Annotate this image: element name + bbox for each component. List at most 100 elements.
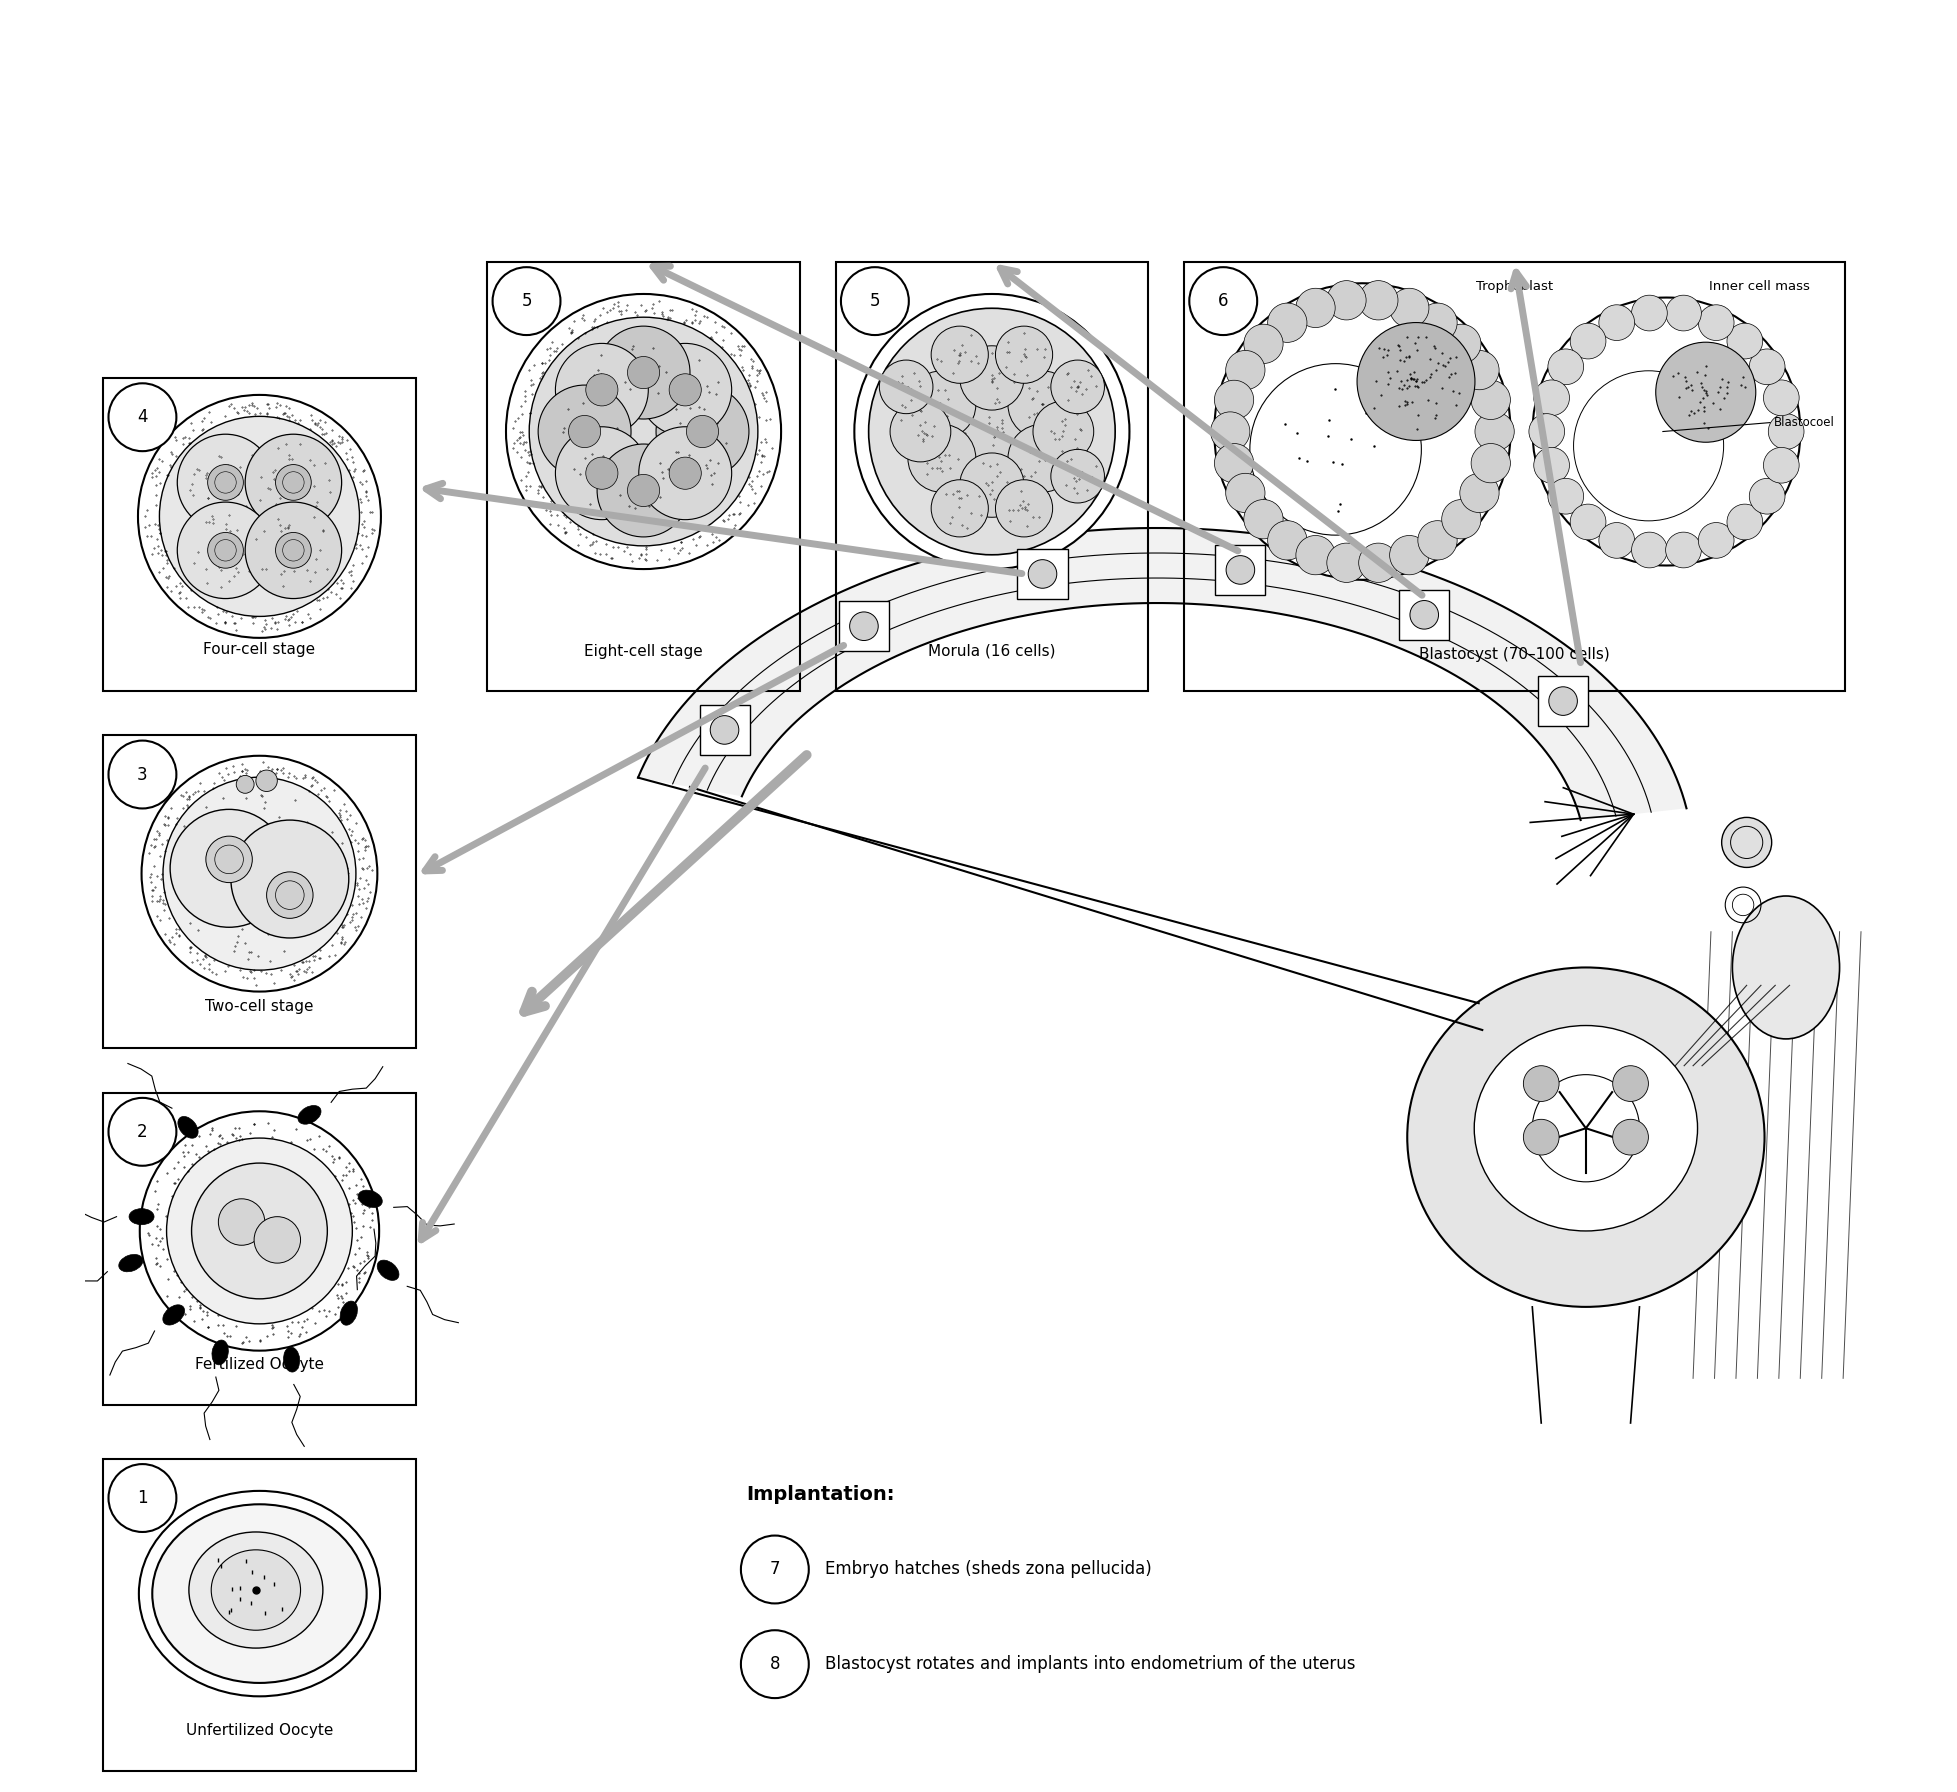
Circle shape [1442, 500, 1481, 539]
Circle shape [1632, 532, 1667, 568]
Circle shape [538, 385, 630, 478]
Bar [1184, 262, 1845, 690]
Text: 5: 5 [521, 292, 532, 310]
Circle shape [245, 434, 342, 530]
Text: Implantation:: Implantation: [746, 1486, 894, 1503]
Circle shape [656, 385, 750, 478]
Circle shape [1599, 305, 1634, 340]
Circle shape [742, 1631, 808, 1699]
Circle shape [1763, 380, 1798, 416]
Text: Four-cell stage: Four-cell stage [204, 642, 315, 658]
Text: Trophoblast: Trophoblast [1476, 280, 1554, 292]
Circle shape [869, 308, 1115, 556]
Circle shape [1750, 349, 1785, 385]
Circle shape [1665, 532, 1701, 568]
Circle shape [1548, 349, 1583, 385]
Text: 1: 1 [137, 1489, 149, 1507]
Circle shape [1613, 1120, 1648, 1156]
Text: Fertilized Oocyte: Fertilized Oocyte [196, 1357, 325, 1371]
Circle shape [742, 1536, 808, 1604]
Bar [840, 600, 888, 650]
Circle shape [1722, 817, 1771, 867]
Ellipse shape [358, 1190, 382, 1208]
Circle shape [493, 267, 560, 335]
Circle shape [1599, 523, 1634, 559]
Circle shape [638, 426, 732, 520]
Circle shape [1245, 500, 1284, 539]
Circle shape [1532, 297, 1800, 566]
Circle shape [108, 740, 176, 808]
Circle shape [932, 480, 988, 538]
Circle shape [597, 326, 691, 419]
Circle shape [628, 475, 660, 507]
Circle shape [1215, 443, 1254, 482]
Circle shape [207, 532, 243, 568]
Circle shape [178, 502, 274, 599]
Circle shape [178, 434, 274, 530]
Circle shape [256, 771, 278, 792]
Circle shape [1227, 556, 1254, 584]
Text: 3: 3 [137, 765, 149, 783]
Circle shape [959, 453, 1024, 518]
Circle shape [1296, 536, 1335, 575]
Bar [1538, 676, 1589, 726]
Text: Unfertilized Oocyte: Unfertilized Oocyte [186, 1722, 333, 1738]
Bar [1399, 590, 1450, 640]
Text: Morula (16 cells): Morula (16 cells) [928, 643, 1055, 659]
Bar [1215, 545, 1266, 595]
Circle shape [957, 396, 1027, 468]
Circle shape [108, 1464, 176, 1532]
Circle shape [1523, 1066, 1560, 1102]
Circle shape [1389, 289, 1429, 328]
Text: Blastocoel: Blastocoel [1773, 416, 1834, 428]
Circle shape [1548, 686, 1577, 715]
Ellipse shape [153, 1503, 366, 1683]
Circle shape [231, 821, 348, 937]
Circle shape [1225, 351, 1264, 389]
Circle shape [1534, 380, 1570, 416]
Circle shape [1632, 296, 1667, 332]
Text: Blastocyst (70–100 cells): Blastocyst (70–100 cells) [1419, 647, 1611, 663]
Circle shape [1358, 543, 1397, 582]
Circle shape [597, 444, 691, 538]
Ellipse shape [284, 1348, 299, 1373]
Circle shape [1699, 523, 1734, 559]
Circle shape [628, 357, 660, 389]
Ellipse shape [162, 1305, 184, 1324]
Circle shape [585, 457, 618, 489]
Text: 8: 8 [769, 1656, 781, 1674]
Circle shape [1656, 342, 1755, 443]
Circle shape [1190, 267, 1256, 335]
Circle shape [108, 383, 176, 452]
Circle shape [1327, 281, 1366, 321]
Circle shape [1251, 364, 1421, 536]
Circle shape [1570, 323, 1607, 358]
Text: Eight-cell stage: Eight-cell stage [585, 643, 703, 659]
Circle shape [159, 416, 360, 616]
Circle shape [237, 776, 254, 794]
Circle shape [139, 1111, 380, 1351]
Circle shape [1570, 504, 1607, 539]
Ellipse shape [211, 1550, 301, 1631]
Polygon shape [638, 529, 1687, 821]
Bar [104, 1459, 415, 1770]
Bar [104, 1093, 415, 1405]
Circle shape [1460, 473, 1499, 513]
Circle shape [1528, 414, 1566, 450]
Ellipse shape [1732, 896, 1840, 1039]
Circle shape [1750, 478, 1785, 514]
Circle shape [890, 401, 951, 462]
Circle shape [908, 371, 977, 439]
Ellipse shape [1474, 1025, 1697, 1231]
Circle shape [1548, 478, 1583, 514]
Circle shape [849, 611, 879, 640]
Circle shape [1613, 1066, 1648, 1102]
Circle shape [1472, 443, 1511, 482]
Circle shape [1033, 401, 1094, 462]
Bar [1018, 548, 1067, 599]
Circle shape [276, 532, 311, 568]
Circle shape [166, 1138, 352, 1324]
Bar [104, 378, 415, 690]
Circle shape [507, 294, 781, 570]
Circle shape [1409, 600, 1438, 629]
